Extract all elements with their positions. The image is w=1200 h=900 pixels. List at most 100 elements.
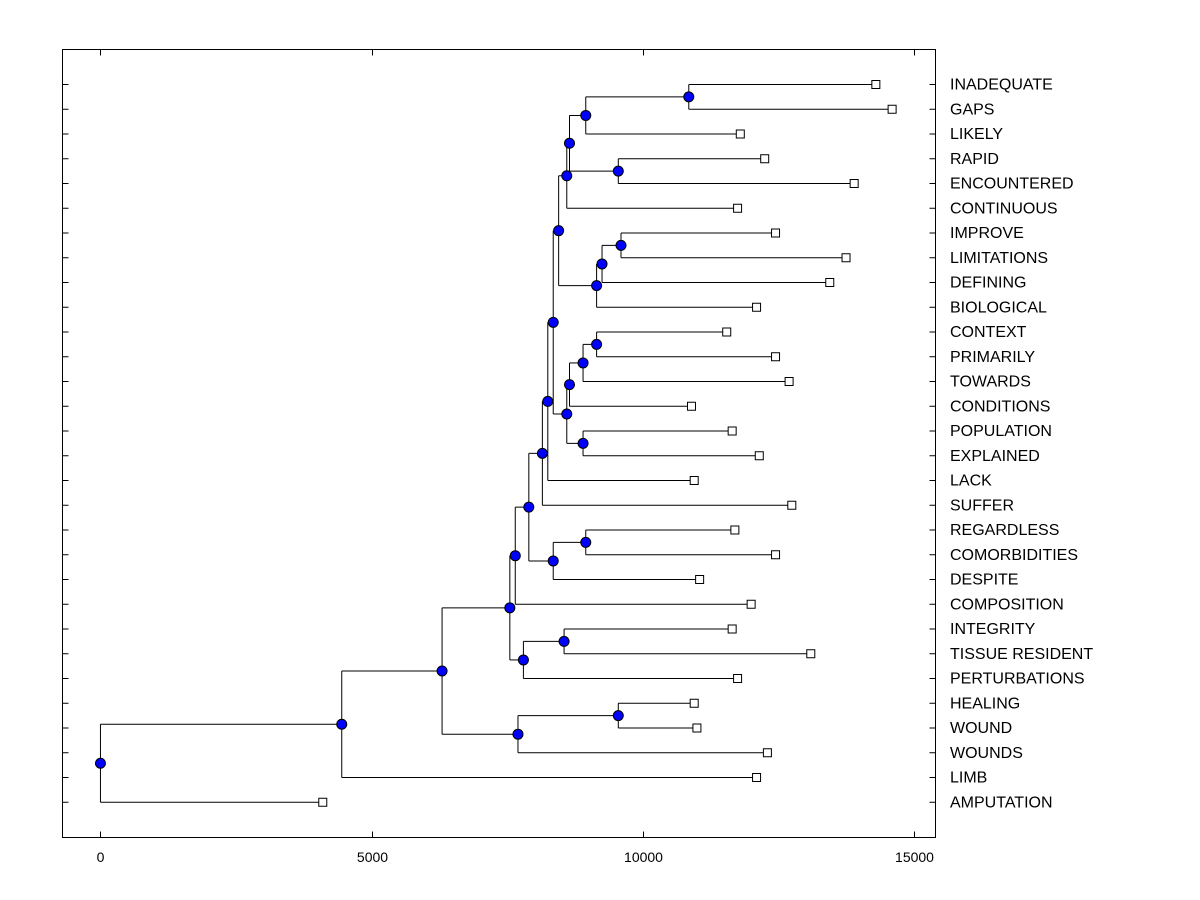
x-tick-label-10000: 10000 bbox=[624, 849, 663, 865]
leaf-marker bbox=[806, 649, 816, 659]
leaf-label: LACK bbox=[950, 473, 992, 490]
leaf-marker bbox=[784, 377, 794, 386]
merge-node bbox=[553, 225, 565, 237]
merge-node bbox=[612, 710, 624, 722]
leaf-marker bbox=[841, 253, 851, 263]
leaf-label: IMPROVE bbox=[950, 225, 1024, 242]
leaf-marker bbox=[686, 401, 696, 411]
leaf-marker bbox=[887, 104, 897, 114]
leaf-label: WOUNDS bbox=[950, 745, 1023, 762]
merge-node bbox=[504, 602, 516, 614]
merge-node bbox=[596, 258, 608, 270]
leaf-label: CONTEXT bbox=[950, 324, 1027, 341]
merge-node bbox=[577, 357, 589, 369]
merge-node bbox=[512, 728, 524, 740]
leaf-marker bbox=[318, 797, 328, 807]
merge-node bbox=[561, 408, 573, 420]
merge-node bbox=[436, 665, 448, 677]
merge-node bbox=[577, 437, 589, 449]
leaf-marker bbox=[871, 80, 881, 89]
leaf-label: RAPID bbox=[950, 151, 999, 168]
leaf-marker bbox=[760, 154, 770, 164]
merge-node bbox=[683, 91, 695, 103]
leaf-marker bbox=[787, 500, 797, 510]
leaf-label: POPULATION bbox=[950, 423, 1052, 440]
leaf-marker bbox=[692, 723, 702, 733]
leaf-label: LIKELY bbox=[950, 126, 1003, 143]
node-markers bbox=[94, 91, 695, 769]
leaf-marker bbox=[722, 327, 732, 337]
leaf-label: COMPOSITION bbox=[950, 596, 1064, 613]
merge-node bbox=[615, 239, 627, 251]
leaf-marker bbox=[735, 129, 745, 139]
leaf-marker bbox=[771, 352, 781, 362]
leaf-label: INTEGRITY bbox=[950, 621, 1036, 638]
leaf-label: LIMITATIONS bbox=[950, 250, 1048, 267]
merge-node bbox=[94, 757, 106, 769]
axis-ticks bbox=[62, 49, 936, 838]
merge-node bbox=[547, 316, 559, 328]
x-tick-label-5000: 5000 bbox=[357, 849, 388, 865]
leaf-label: CONTINUOUS bbox=[950, 200, 1058, 217]
leaf-label: EXPLAINED bbox=[950, 448, 1040, 465]
leaf-label: HEALING bbox=[950, 695, 1020, 712]
merge-node bbox=[580, 109, 592, 121]
leaf-label: REGARDLESS bbox=[950, 522, 1059, 539]
merge-node bbox=[542, 395, 554, 407]
leaf-label: LIMB bbox=[950, 770, 987, 787]
x-tick-label-0: 0 bbox=[97, 849, 105, 865]
leaf-label: PERTURBATIONS bbox=[950, 671, 1085, 688]
merge-node bbox=[509, 550, 521, 562]
plot-frame bbox=[62, 49, 936, 838]
x-axis-tick-labels: 0 5000 10000 15000 bbox=[97, 849, 935, 865]
leaf-label: DEFINING bbox=[950, 275, 1026, 292]
leaf-label: DESPITE bbox=[950, 572, 1018, 589]
merge-node bbox=[561, 170, 573, 182]
leaf-marker bbox=[746, 599, 756, 609]
merge-node bbox=[558, 635, 570, 647]
merge-node bbox=[563, 137, 575, 149]
leaf-marker bbox=[733, 674, 743, 683]
leaf-labels: INADEQUATE GAPS LIKELY RAPID ENCOUNTERED… bbox=[950, 77, 1093, 812]
leaf-marker bbox=[849, 179, 859, 188]
leaf-label: AMPUTATION bbox=[950, 794, 1053, 811]
leaf-label: TOWARDS bbox=[950, 374, 1031, 391]
merge-node bbox=[547, 555, 559, 567]
dendrogram-branches bbox=[99, 84, 893, 803]
leaf-label: INADEQUATE bbox=[950, 77, 1053, 94]
leaf-label: BIOLOGICAL bbox=[950, 299, 1047, 316]
leaf-label: GAPS bbox=[950, 101, 994, 118]
leaf-label: TISSUE RESIDENT bbox=[950, 646, 1093, 663]
merge-node bbox=[612, 165, 624, 177]
merge-node bbox=[591, 338, 603, 350]
leaf-marker bbox=[733, 203, 743, 213]
merge-node bbox=[536, 447, 548, 459]
leaf-label: PRIMARILY bbox=[950, 349, 1035, 366]
leaf-markers bbox=[318, 80, 897, 807]
leaf-marker bbox=[689, 476, 699, 485]
leaf-label: ENCOUNTERED bbox=[950, 176, 1074, 193]
leaf-marker bbox=[771, 550, 781, 560]
leaf-marker bbox=[752, 773, 762, 782]
leaf-marker bbox=[730, 525, 740, 535]
leaf-label: WOUND bbox=[950, 720, 1012, 737]
leaf-marker bbox=[689, 698, 699, 708]
merge-node bbox=[523, 501, 535, 513]
leaf-marker bbox=[695, 575, 705, 584]
merge-node bbox=[580, 536, 592, 548]
leaf-marker bbox=[825, 278, 835, 287]
merge-node bbox=[591, 280, 603, 292]
merge-node bbox=[563, 379, 575, 391]
leaf-marker bbox=[754, 451, 764, 461]
leaf-label: COMORBIDITIES bbox=[950, 547, 1078, 564]
leaf-label: SUFFER bbox=[950, 497, 1014, 514]
merge-node bbox=[336, 718, 348, 730]
leaf-marker bbox=[727, 624, 737, 634]
leaf-marker bbox=[762, 748, 772, 758]
leaf-marker bbox=[727, 426, 737, 436]
x-tick-label-15000: 15000 bbox=[895, 849, 934, 865]
leaf-marker bbox=[771, 228, 781, 238]
leaf-label: CONDITIONS bbox=[950, 398, 1050, 415]
merge-node bbox=[517, 654, 529, 666]
